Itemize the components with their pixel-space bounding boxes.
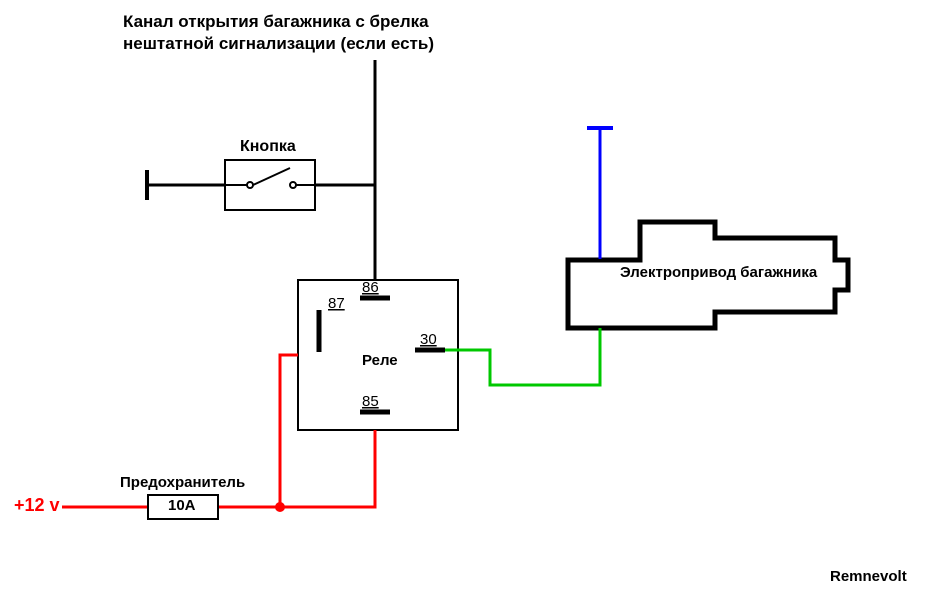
button-switch — [225, 160, 315, 210]
wire-button-relay — [315, 60, 375, 280]
fuse-value: 10A — [168, 497, 196, 514]
button-label: Кнопка — [240, 138, 296, 156]
relay-label: Реле — [362, 352, 398, 369]
watermark: Remnevolt — [830, 568, 907, 585]
voltage-label: +12 v — [14, 495, 60, 516]
pin-86-label: 86 — [362, 279, 379, 296]
title-line1: Канал открытия багажника с брелка — [123, 12, 429, 32]
wire-green — [445, 328, 600, 385]
title-line2: нештатной сигнализации (если есть) — [123, 34, 434, 54]
fuse-label: Предохранитель — [120, 474, 245, 491]
actuator-label: Электропривод багажника — [620, 264, 817, 281]
wire-actuator-blue — [587, 128, 613, 259]
ground-icon — [147, 170, 225, 200]
pin-87-label: 87 — [328, 295, 345, 312]
pin-85-label: 85 — [362, 393, 379, 410]
pin-30-label: 30 — [420, 331, 437, 348]
